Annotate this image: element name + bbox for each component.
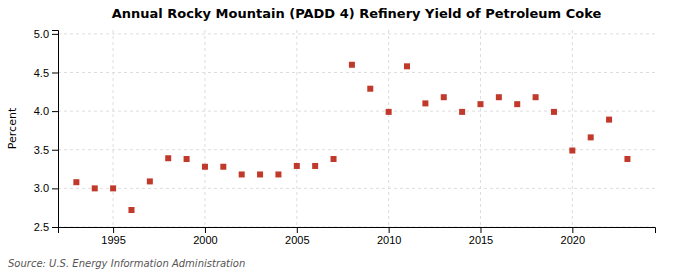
chart: 1995 2000 2005 2010 2015 2020 2.5 3.0 3.5 4.0 4.5 5… (0, 0, 675, 275)
tick-mark (52, 111, 58, 112)
tick-label: 4.5 (34, 67, 49, 79)
tick-mark (480, 227, 481, 233)
point (441, 94, 447, 100)
point (128, 207, 134, 213)
tick-label: 2005 (285, 234, 309, 246)
point (514, 101, 520, 107)
tick: 5.0 (34, 28, 58, 40)
tick: 3.5 (34, 144, 58, 156)
grid-line (58, 33, 655, 34)
point (110, 185, 116, 191)
tick-label: 3.0 (34, 182, 49, 194)
point (220, 164, 226, 170)
tick-label: 2.5 (34, 221, 49, 233)
tick-label: 2000 (193, 234, 217, 246)
tick-mark (572, 227, 573, 233)
point (202, 164, 208, 170)
point (275, 171, 281, 177)
tick: 2000 (193, 227, 217, 246)
point (312, 163, 318, 169)
tick-label: 2020 (561, 234, 585, 246)
point (184, 156, 190, 162)
point (624, 156, 630, 162)
point (422, 100, 428, 106)
grid-line (58, 111, 655, 112)
tick: 2020 (561, 227, 585, 246)
tick: 1995 (101, 227, 125, 246)
point (551, 109, 557, 115)
grid-line (58, 149, 655, 150)
tick-label: 2010 (377, 234, 401, 246)
grid-line (480, 30, 481, 227)
grid-line (58, 188, 655, 189)
tick-mark (52, 34, 58, 35)
point (331, 156, 337, 162)
tick-mark (389, 227, 390, 233)
point (294, 163, 300, 169)
y-axis: 2.5 3.0 3.5 4.0 4.5 5.0 (34, 28, 59, 233)
point (367, 86, 373, 92)
grid (58, 30, 655, 227)
x-axis: 1995 2000 2005 2010 2015 2020 (59, 227, 656, 246)
tick-mark (52, 188, 58, 189)
axis-line (59, 228, 656, 234)
point (606, 117, 612, 123)
grid-line (572, 30, 573, 227)
tick: 4.0 (34, 105, 58, 117)
tick-mark (52, 72, 58, 73)
tick: 2015 (469, 227, 493, 246)
point (92, 185, 98, 191)
title: Annual Rocky Mountain (PADD 4) Refinery … (112, 6, 602, 21)
point (239, 171, 245, 177)
point (386, 109, 392, 115)
point (349, 62, 355, 68)
grid-line (388, 30, 389, 227)
grid-line (204, 30, 205, 227)
point (496, 94, 502, 100)
grid-line (113, 30, 114, 227)
tick-label: 5.0 (34, 28, 49, 40)
point (147, 178, 153, 184)
tick-label: 3.5 (34, 144, 49, 156)
point (477, 101, 483, 107)
axis-line (52, 31, 59, 228)
tick-mark (205, 227, 206, 233)
points (73, 62, 630, 213)
y-axis-label: Percent (6, 107, 19, 149)
tick: 4.5 (34, 67, 58, 79)
tick-mark (52, 227, 58, 228)
tick-label: 1995 (101, 234, 125, 246)
tick: 3.0 (34, 182, 58, 194)
tick: 2.5 (34, 221, 58, 233)
tick: 2005 (285, 227, 309, 246)
tick-label: 2015 (469, 234, 493, 246)
tick-mark (113, 227, 114, 233)
point (165, 155, 171, 161)
grid-line (296, 30, 297, 227)
point (404, 63, 410, 69)
point (533, 94, 539, 100)
tick-mark (52, 150, 58, 151)
point (257, 171, 263, 177)
point (73, 179, 79, 185)
point (459, 109, 465, 115)
tick-mark (297, 227, 298, 233)
point (588, 134, 594, 140)
grid-line (58, 72, 655, 73)
point (569, 148, 575, 154)
tick: 2010 (377, 227, 401, 246)
plot: 1995 2000 2005 2010 2015 2020 2.5 3.0 3.5 4.0 4.5 5… (34, 28, 656, 246)
tick-label: 4.0 (34, 105, 49, 117)
source: Source: U.S. Energy Information Administ… (8, 258, 245, 269)
